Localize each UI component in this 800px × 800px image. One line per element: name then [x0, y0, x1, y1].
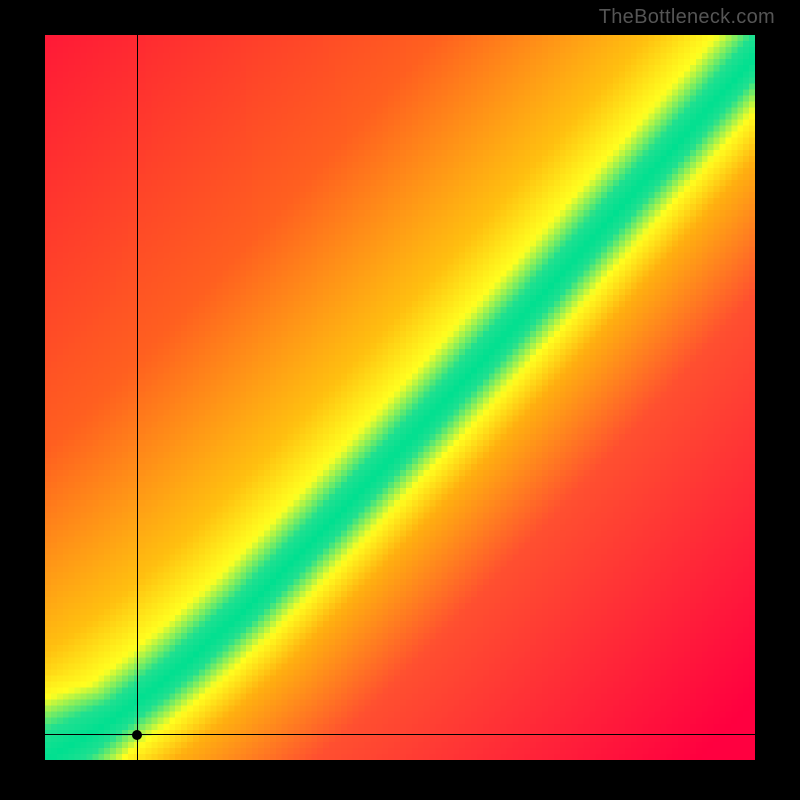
watermark-text: TheBottleneck.com: [599, 6, 775, 29]
crosshair-vertical: [137, 35, 138, 760]
crosshair-horizontal: [45, 734, 755, 735]
bottleneck-heatmap: [45, 35, 755, 760]
chart-container: TheBottleneck.com: [0, 0, 800, 800]
crosshair-marker: [132, 730, 142, 740]
